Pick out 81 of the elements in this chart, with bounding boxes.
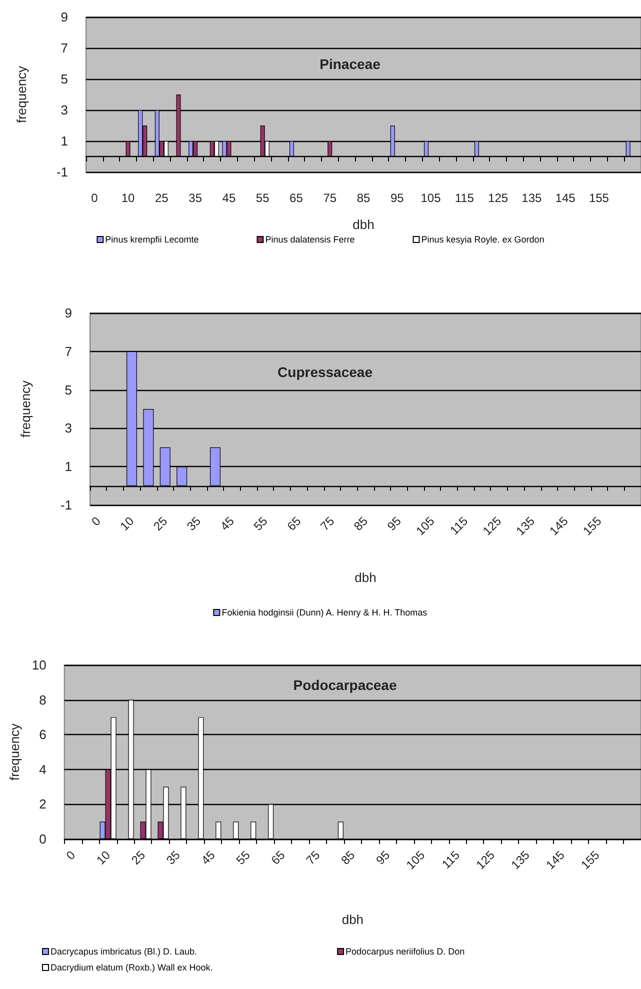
legend-label: Pinus kesyia Royle. ex Gordon [421,234,544,244]
x-tick-label: 155 [578,848,602,872]
y-tick-label: 0 [39,832,46,846]
x-tick-label: 75 [318,514,338,534]
y-tick-label: 5 [64,382,72,398]
x-tick-label: 115 [454,191,474,205]
x-tick-label: 35 [164,848,184,868]
y-tick-label: -1 [56,164,68,180]
x-tick-label: 55 [250,514,270,534]
x-tick-label: 145 [555,191,576,205]
y-tick-label: 10 [32,658,46,672]
y-tick-label: 5 [60,72,68,86]
x-tick-label: 10 [121,191,136,205]
x-tick-label: 135 [508,848,533,872]
x-axis-title: dbh [352,217,374,232]
x-tick-label: 75 [303,848,323,868]
x-tick-label: 25 [128,848,148,868]
x-tick-label: 45 [218,514,238,534]
legend-label: Fokienia hodginsii (Dunn) A. Henry & H. H. Thomas [222,608,428,618]
y-tick-label: 9 [60,10,68,24]
x-tick-label: 0 [88,514,104,529]
x-tick-label: 65 [268,848,288,868]
x-tick-label: 115 [439,848,463,872]
y-tick-label: 3 [60,102,68,118]
y-tick-label: 3 [64,420,72,436]
x-tick-label: 35 [184,514,204,534]
x-tick-label: 45 [198,848,218,868]
x-tick-label: 65 [290,191,304,205]
y-tick-label: 1 [64,459,72,474]
x-tick-label: 35 [188,191,202,205]
x-tick-label: 115 [447,514,471,538]
legend-label: Pinus krempfii Lecomte [105,234,199,244]
legend-label: Dacrycapus imbricatus (Bl.) D. Laub. [50,946,198,956]
y-axis-title: frequency [14,65,29,124]
legend-label: Podocarpus neriifolius D. Don [346,946,465,956]
x-tick-label: 85 [338,848,358,868]
y-tick-label: -1 [60,498,72,512]
x-tick-label: 25 [150,514,170,534]
legend-label: Pinus dalatensis Ferre [265,234,355,244]
x-tick-label: 105 [413,514,438,538]
x-tick-label: 155 [580,514,604,538]
text: Pinaceae [320,56,381,72]
x-tick-label: 45 [222,191,236,205]
x-tick-label: 145 [546,514,572,538]
y-tick-label: 7 [60,40,68,56]
x-tick-label: 10 [94,848,114,868]
x-tick-label: 95 [384,514,404,534]
x-tick-label: 55 [256,191,270,205]
x-tick-label: 125 [480,514,504,538]
legend-label: Dacrydium elatum (Roxb.) Wall ex Hook. [50,962,213,972]
y-tick-label: 7 [64,344,72,359]
x-tick-label: 75 [323,191,337,205]
x-tick-label: 10 [117,514,137,534]
x-axis-title: dbh [354,570,376,585]
y-tick-label: 9 [64,306,72,320]
x-tick-label: 95 [373,848,393,868]
x-tick-label: 155 [588,191,610,205]
x-tick-label: 105 [420,191,442,205]
y-tick-label: 2 [39,796,46,812]
y-tick-label: 1 [60,134,68,148]
y-tick-label: 8 [39,692,46,708]
x-tick-label: 125 [488,191,508,205]
x-tick-label: 0 [91,191,98,205]
x-tick-label: 135 [513,514,538,538]
x-tick-label: 55 [233,848,254,868]
x-tick-label: 85 [356,191,370,205]
x-tick-label: 95 [390,191,404,205]
x-tick-label: 85 [351,514,371,534]
x-axis-title: dbh [342,912,364,927]
y-axis-title: frequency [18,380,33,438]
text: Cupressaceae [278,364,373,380]
y-axis-title: frequency [7,722,22,781]
x-tick-label: 135 [522,191,542,205]
x-tick-label: 125 [473,848,498,872]
y-tick-label: 4 [39,762,46,777]
x-tick-label: 25 [155,191,169,205]
text: Podocarpaceae [293,677,397,693]
x-tick-label: 65 [284,514,304,534]
y-tick-label: 6 [39,727,46,742]
x-tick-label: 145 [543,848,568,872]
x-tick-label: 105 [403,848,428,872]
